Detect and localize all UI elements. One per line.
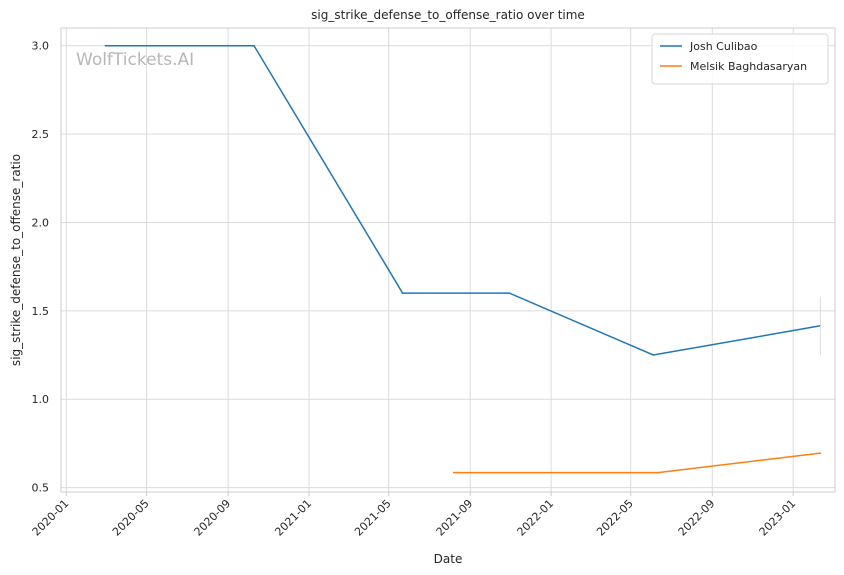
y-axis-label: sig_strike_defense_to_offense_ratio — [9, 154, 23, 366]
watermark: WolfTickets.AI — [76, 50, 194, 70]
x-tick-label: 2021-01 — [272, 497, 314, 539]
x-tick-label: 2022-09 — [676, 497, 718, 539]
y-tick-label: 1.0 — [32, 393, 50, 406]
x-axis: 2020-01 2020-05 2020-09 2021-01 2021-05 2021-… — [30, 492, 799, 539]
y-tick-label: 2.5 — [32, 128, 50, 141]
x-tick-label: 2020-01 — [30, 497, 72, 539]
x-tick-label: 2020-09 — [192, 497, 234, 539]
data-point — [253, 44, 255, 47]
plot-area — [60, 27, 836, 493]
y-tick-label: 2.0 — [32, 216, 50, 229]
data-point — [819, 452, 822, 454]
grid — [61, 28, 835, 492]
y-tick-label: 0.5 — [32, 482, 50, 495]
legend: Josh Culibao Melsik Baghdasaryan — [651, 33, 829, 85]
series-line-melsik-baghdasaryan — [453, 452, 821, 474]
data-point — [657, 471, 659, 474]
x-axis-label: Date — [434, 552, 463, 566]
legend-label: Melsik Baghdasaryan — [690, 60, 807, 73]
chart-title: sig_strike_defense_to_offense_ratio over… — [311, 8, 585, 22]
series-layer — [104, 44, 822, 474]
data-point — [452, 471, 455, 474]
data-point — [401, 292, 404, 294]
data-point — [104, 44, 107, 47]
x-tick-label: 2021-09 — [434, 497, 476, 539]
y-tick-label: 1.5 — [32, 305, 50, 318]
x-tick-label: 2021-05 — [352, 497, 394, 539]
x-tick-label: 2023-01 — [757, 497, 799, 539]
x-tick-label: 2020-05 — [110, 497, 152, 539]
series-line-josh-culibao — [105, 44, 821, 356]
x-tick-label: 2022-01 — [515, 497, 557, 539]
data-point — [652, 354, 655, 356]
data-point — [508, 292, 511, 294]
y-axis: 0.5 1.0 1.5 2.0 2.5 3.0 — [32, 40, 50, 495]
legend-label: Josh Culibao — [689, 40, 758, 53]
y-tick-label: 3.0 — [32, 40, 50, 53]
legend-box — [651, 33, 829, 85]
x-tick-label: 2022-05 — [594, 497, 636, 539]
